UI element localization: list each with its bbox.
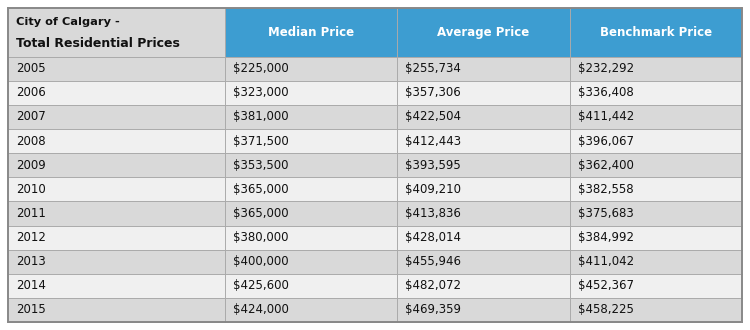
Text: $424,000: $424,000 [232,304,289,316]
Text: $411,442: $411,442 [578,111,634,123]
Bar [397,8,569,57]
Text: Median Price: Median Price [268,26,354,39]
Text: 2006: 2006 [16,86,46,99]
Bar [224,8,397,57]
Bar [8,225,224,249]
Text: $365,000: $365,000 [232,207,288,220]
Text: $384,992: $384,992 [578,231,634,244]
Text: 2010: 2010 [16,183,46,196]
Bar [224,153,397,177]
Text: 2011: 2011 [16,207,46,220]
Bar [8,298,224,322]
Text: Benchmark Price: Benchmark Price [600,26,712,39]
Text: $336,408: $336,408 [578,86,633,99]
Bar [224,201,397,225]
Text: $482,072: $482,072 [405,279,461,292]
Bar [8,57,224,81]
Text: 2012: 2012 [16,231,46,244]
Text: $393,595: $393,595 [405,159,460,172]
Text: $382,558: $382,558 [578,183,633,196]
Text: 2005: 2005 [16,62,46,75]
Bar [224,81,397,105]
Bar [224,249,397,274]
Bar [224,57,397,81]
Bar [569,8,742,57]
Bar [397,274,569,298]
Bar [224,105,397,129]
Text: $422,504: $422,504 [405,111,461,123]
Text: $411,042: $411,042 [578,255,634,268]
Bar [8,129,224,153]
Bar [224,129,397,153]
Text: $452,367: $452,367 [578,279,634,292]
Text: $371,500: $371,500 [232,135,288,148]
Text: $380,000: $380,000 [232,231,288,244]
Bar [397,105,569,129]
Bar [569,105,742,129]
Text: $458,225: $458,225 [578,304,634,316]
Text: 2014: 2014 [16,279,46,292]
Text: $469,359: $469,359 [405,304,461,316]
Bar [397,201,569,225]
Bar [8,8,224,57]
Bar [569,298,742,322]
Bar [569,274,742,298]
Bar [8,249,224,274]
Text: Total Residential Prices: Total Residential Prices [16,37,180,50]
Bar [569,57,742,81]
Bar [397,177,569,201]
Bar [224,177,397,201]
Bar [569,153,742,177]
Text: $232,292: $232,292 [578,62,634,75]
Text: $412,443: $412,443 [405,135,461,148]
Text: 2015: 2015 [16,304,46,316]
Text: $400,000: $400,000 [232,255,288,268]
Text: $362,400: $362,400 [578,159,634,172]
Bar [8,105,224,129]
Bar [8,201,224,225]
Bar [397,249,569,274]
Bar [569,129,742,153]
Bar [8,177,224,201]
Bar [224,298,397,322]
Text: $455,946: $455,946 [405,255,461,268]
Text: 2009: 2009 [16,159,46,172]
Text: $375,683: $375,683 [578,207,633,220]
Bar [224,225,397,249]
Text: 2008: 2008 [16,135,46,148]
Text: $396,067: $396,067 [578,135,634,148]
Text: $365,000: $365,000 [232,183,288,196]
Bar [569,249,742,274]
Text: $357,306: $357,306 [405,86,460,99]
Text: $425,600: $425,600 [232,279,289,292]
Text: 2013: 2013 [16,255,46,268]
Text: 2007: 2007 [16,111,46,123]
Bar [397,225,569,249]
Bar [569,201,742,225]
Text: $255,734: $255,734 [405,62,461,75]
Bar [569,81,742,105]
Text: $381,000: $381,000 [232,111,288,123]
Text: $413,836: $413,836 [405,207,461,220]
Bar [8,81,224,105]
Text: $323,000: $323,000 [232,86,288,99]
Bar [397,81,569,105]
Bar [569,225,742,249]
Bar [397,153,569,177]
Text: $225,000: $225,000 [232,62,288,75]
Text: $353,500: $353,500 [232,159,288,172]
Text: Average Price: Average Price [437,26,530,39]
Text: $409,210: $409,210 [405,183,461,196]
Bar [8,153,224,177]
Bar [397,129,569,153]
Bar [397,298,569,322]
Bar [8,274,224,298]
Bar [224,274,397,298]
Text: City of Calgary -: City of Calgary - [16,16,120,27]
Bar [569,177,742,201]
Bar [397,57,569,81]
Text: $428,014: $428,014 [405,231,461,244]
